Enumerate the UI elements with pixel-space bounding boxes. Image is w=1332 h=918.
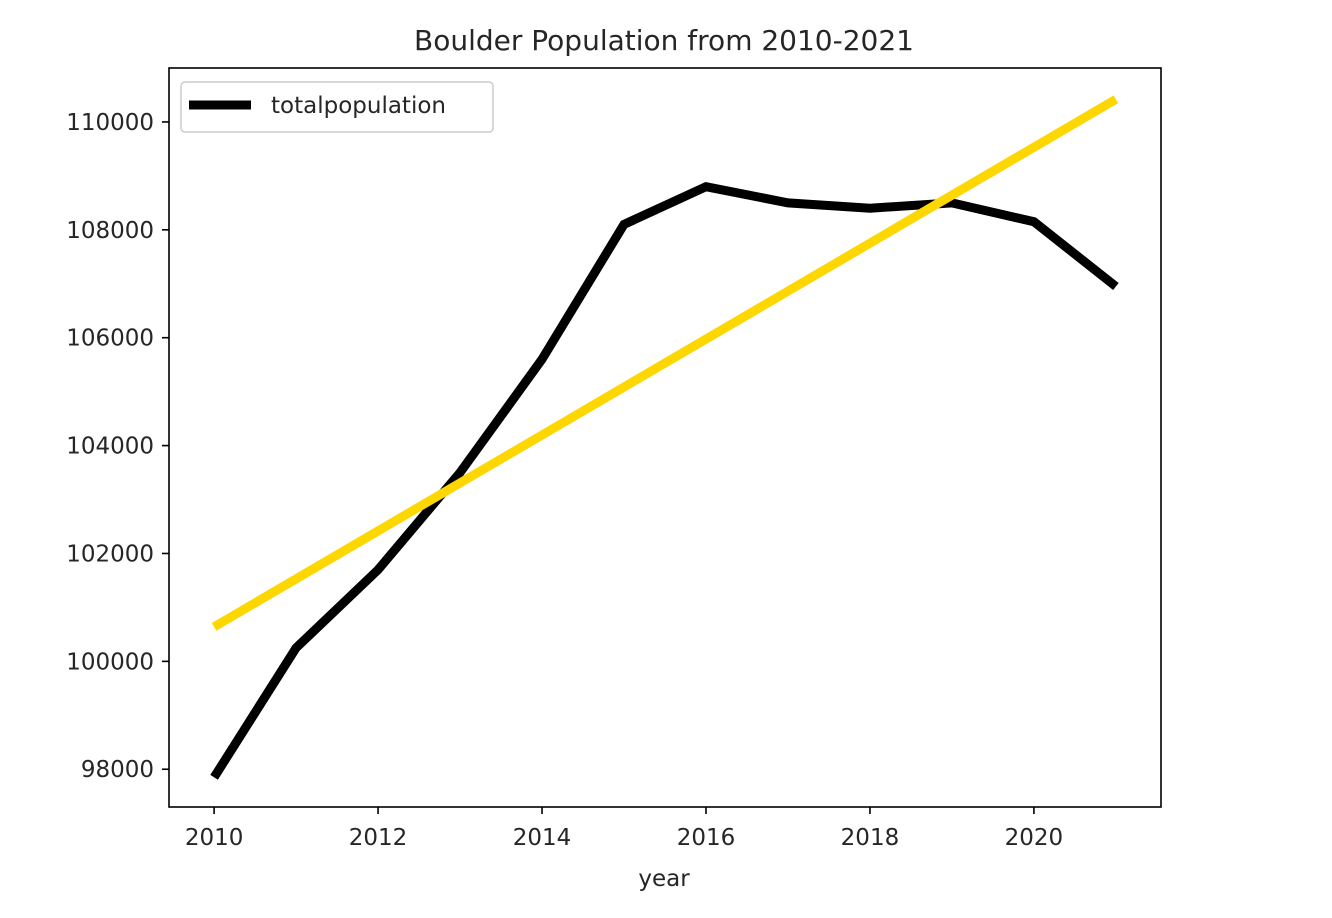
y-tick-label: 108000 bbox=[66, 218, 154, 244]
plot-frame bbox=[168, 67, 1162, 808]
trend-line bbox=[211, 95, 1119, 631]
x-tick-label: 2018 bbox=[841, 825, 900, 851]
plot-area bbox=[210, 95, 1119, 780]
y-tick-label: 98000 bbox=[81, 757, 154, 783]
y-tick-label: 100000 bbox=[66, 649, 154, 675]
axis-ticks: 2010 2012 2014 2016 2018 2020 98000 100000 10200… bbox=[66, 110, 1063, 851]
x-tick-label: 2016 bbox=[677, 825, 736, 851]
legend: totalpopulation bbox=[180, 81, 494, 133]
series-line-totalpopulation bbox=[210, 182, 1119, 780]
legend-box bbox=[180, 81, 494, 133]
chart-title: Boulder Population from 2010-2021 bbox=[414, 24, 914, 57]
x-axis-label: year bbox=[638, 866, 690, 892]
y-tick-label: 106000 bbox=[66, 326, 154, 352]
y-tick-label: 110000 bbox=[66, 110, 154, 136]
legend-label-totalpopulation: totalpopulation bbox=[271, 93, 446, 119]
x-tick-label: 2012 bbox=[349, 825, 408, 851]
y-tick-label: 104000 bbox=[66, 434, 154, 460]
x-tick-label: 2020 bbox=[1005, 825, 1064, 851]
x-tick-label: 2010 bbox=[185, 825, 244, 851]
x-tick-label: 2014 bbox=[513, 825, 572, 851]
y-tick-label: 102000 bbox=[66, 541, 154, 567]
